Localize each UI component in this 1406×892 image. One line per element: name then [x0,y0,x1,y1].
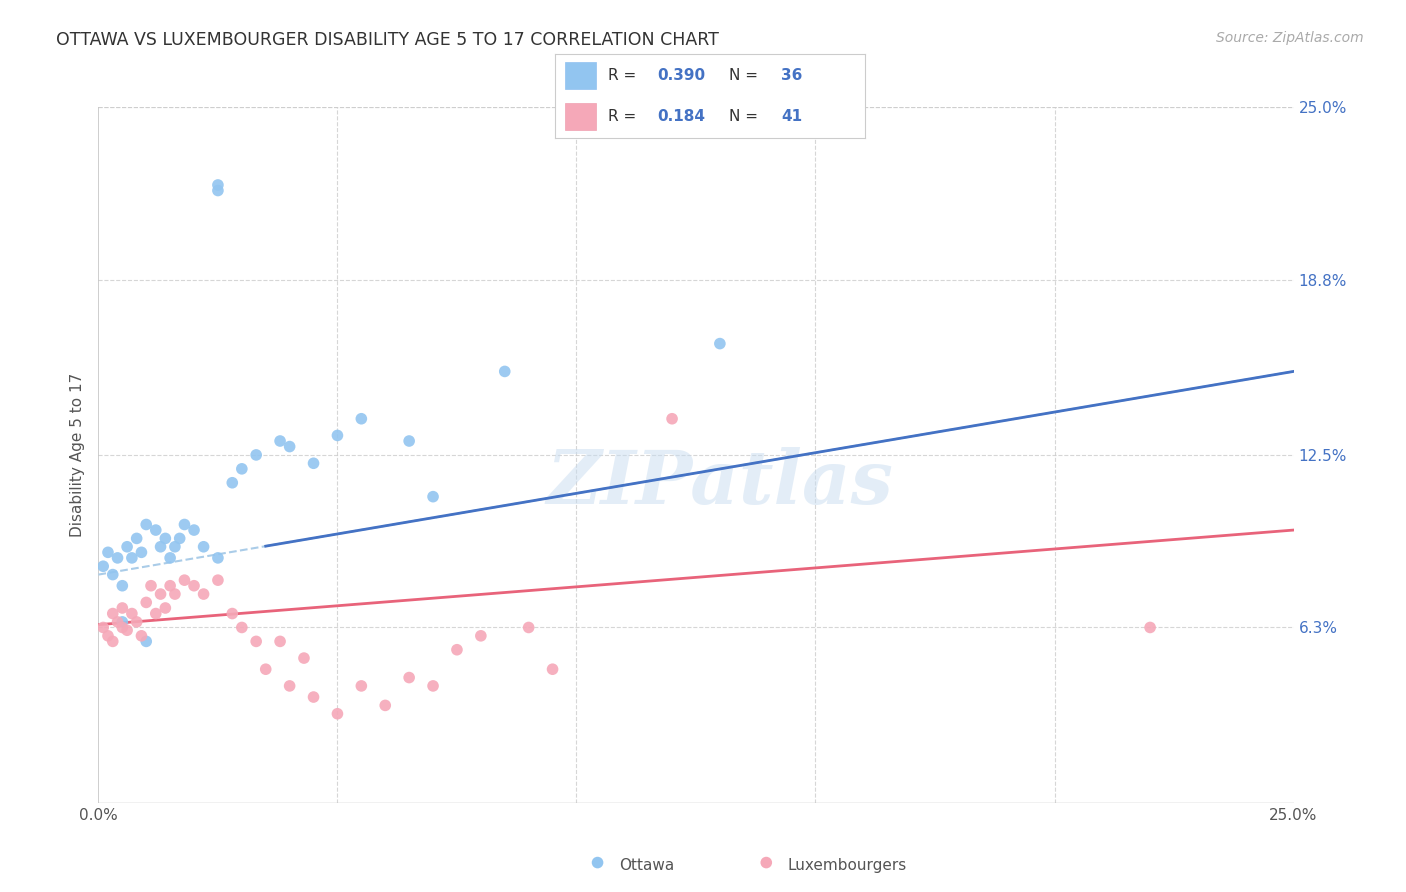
Text: N =: N = [728,68,762,83]
Point [254,662,277,676]
Point [173,573,195,587]
Point [125,532,148,546]
Text: Luxembourgers: Luxembourgers [787,858,907,872]
Point [145,607,167,621]
Point [115,624,138,638]
Point [135,595,157,609]
Point [541,662,564,676]
Point [131,629,153,643]
Point [159,550,181,565]
Point [446,642,468,657]
Point [121,607,143,621]
Text: R =: R = [607,109,645,124]
Point [269,434,291,448]
Point [163,540,186,554]
Point [97,629,120,643]
Point [494,364,516,378]
Point [422,490,444,504]
Point [755,855,778,870]
Point [131,545,153,559]
Text: 36: 36 [782,68,803,83]
Point [221,475,243,490]
Point [326,428,349,442]
Point [139,579,162,593]
Point [163,587,186,601]
Point [111,620,134,634]
Text: 41: 41 [782,109,803,124]
Text: Ottawa: Ottawa [619,858,673,872]
Y-axis label: Disability Age 5 to 17: Disability Age 5 to 17 [69,373,84,537]
Point [145,523,167,537]
Text: OTTAWA VS LUXEMBOURGER DISABILITY AGE 5 TO 17 CORRELATION CHART: OTTAWA VS LUXEMBOURGER DISABILITY AGE 5 … [56,31,718,49]
Point [207,184,229,198]
Point [470,629,492,643]
Point [245,448,267,462]
Point [169,532,191,546]
Point [278,440,301,454]
Point [107,550,129,565]
Point [302,690,325,704]
Text: ZIPatlas: ZIPatlas [547,447,893,519]
Point [155,601,177,615]
Point [97,545,120,559]
Point [135,634,157,648]
Point [111,579,134,593]
Point [149,540,172,554]
Point [245,634,267,648]
Point [207,550,229,565]
Point [398,434,420,448]
Point [517,620,540,634]
Point [350,411,373,425]
Point [221,607,243,621]
Point [173,517,195,532]
Point [101,567,124,582]
Point [709,336,731,351]
Point [231,462,253,476]
Point [350,679,373,693]
Point [101,607,124,621]
Point [101,634,124,648]
Point [111,615,134,629]
Point [135,517,157,532]
FancyBboxPatch shape [565,103,596,130]
Point [302,456,325,470]
Point [398,671,420,685]
Point [121,550,143,565]
Point [278,679,301,693]
Point [193,587,215,601]
Point [183,523,205,537]
Point [91,559,114,574]
Point [107,615,129,629]
Point [183,579,205,593]
Point [155,532,177,546]
Point [111,601,134,615]
Text: 0.390: 0.390 [658,68,706,83]
Text: 0.184: 0.184 [658,109,706,124]
Point [1139,620,1161,634]
Point [374,698,396,713]
Point [193,540,215,554]
Text: R =: R = [607,68,641,83]
Point [149,587,172,601]
Point [422,679,444,693]
Point [207,178,229,192]
Point [231,620,253,634]
Point [207,573,229,587]
Point [326,706,349,721]
Point [269,634,291,648]
Text: N =: N = [728,109,762,124]
Point [586,855,609,870]
FancyBboxPatch shape [565,62,596,89]
Text: Source: ZipAtlas.com: Source: ZipAtlas.com [1216,31,1364,45]
Point [125,615,148,629]
Point [91,620,114,634]
Point [292,651,315,665]
Point [115,540,138,554]
Point [661,411,683,425]
Point [159,579,181,593]
